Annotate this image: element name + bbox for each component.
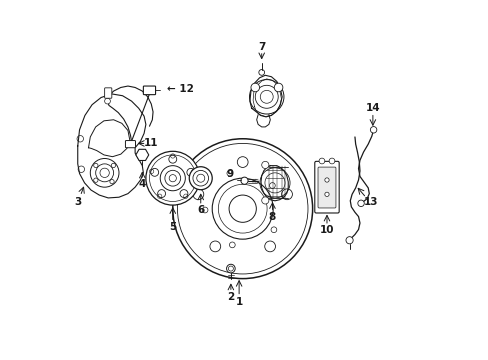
- Circle shape: [324, 178, 328, 182]
- Circle shape: [328, 158, 334, 164]
- Circle shape: [264, 241, 275, 252]
- Circle shape: [202, 207, 207, 213]
- FancyBboxPatch shape: [104, 88, 112, 98]
- FancyBboxPatch shape: [125, 140, 135, 148]
- Circle shape: [261, 197, 268, 204]
- Circle shape: [229, 242, 235, 248]
- Text: 7: 7: [258, 42, 265, 51]
- FancyBboxPatch shape: [317, 167, 335, 208]
- Circle shape: [180, 190, 187, 198]
- Circle shape: [100, 168, 109, 177]
- Circle shape: [319, 158, 324, 164]
- Circle shape: [237, 157, 247, 167]
- Circle shape: [369, 127, 376, 133]
- Text: 1: 1: [235, 297, 242, 307]
- Text: 3: 3: [74, 197, 81, 207]
- Circle shape: [150, 168, 158, 176]
- Text: 14: 14: [365, 103, 379, 113]
- Circle shape: [357, 200, 364, 207]
- Circle shape: [324, 192, 328, 197]
- Circle shape: [186, 168, 194, 176]
- Text: ← 12: ← 12: [166, 84, 193, 94]
- Circle shape: [193, 189, 203, 200]
- Text: 6: 6: [197, 206, 204, 216]
- Circle shape: [226, 264, 235, 273]
- Circle shape: [145, 151, 199, 205]
- Circle shape: [196, 174, 204, 182]
- Circle shape: [346, 237, 352, 244]
- Circle shape: [209, 241, 220, 252]
- Circle shape: [228, 195, 256, 222]
- Circle shape: [260, 90, 273, 103]
- Circle shape: [226, 170, 232, 176]
- Circle shape: [258, 69, 264, 75]
- Circle shape: [94, 163, 98, 168]
- Text: 13: 13: [363, 197, 377, 207]
- Circle shape: [274, 83, 282, 92]
- Circle shape: [160, 166, 185, 191]
- Text: 2: 2: [227, 292, 234, 302]
- Circle shape: [111, 163, 115, 168]
- Text: 10: 10: [319, 225, 333, 235]
- Circle shape: [172, 139, 312, 279]
- Circle shape: [189, 167, 212, 190]
- FancyBboxPatch shape: [143, 86, 155, 95]
- Text: 4: 4: [138, 179, 146, 189]
- Circle shape: [281, 189, 292, 200]
- Circle shape: [157, 190, 165, 198]
- Circle shape: [168, 155, 176, 163]
- Text: 11: 11: [144, 139, 158, 148]
- Circle shape: [261, 161, 268, 168]
- Text: 8: 8: [268, 212, 276, 222]
- Circle shape: [241, 177, 247, 184]
- Circle shape: [110, 180, 114, 184]
- Text: 9: 9: [226, 169, 233, 179]
- Text: 5: 5: [169, 222, 176, 232]
- Circle shape: [269, 183, 275, 188]
- Circle shape: [104, 98, 110, 104]
- FancyBboxPatch shape: [314, 161, 339, 213]
- Circle shape: [270, 227, 276, 233]
- Circle shape: [94, 178, 98, 183]
- Circle shape: [250, 83, 259, 92]
